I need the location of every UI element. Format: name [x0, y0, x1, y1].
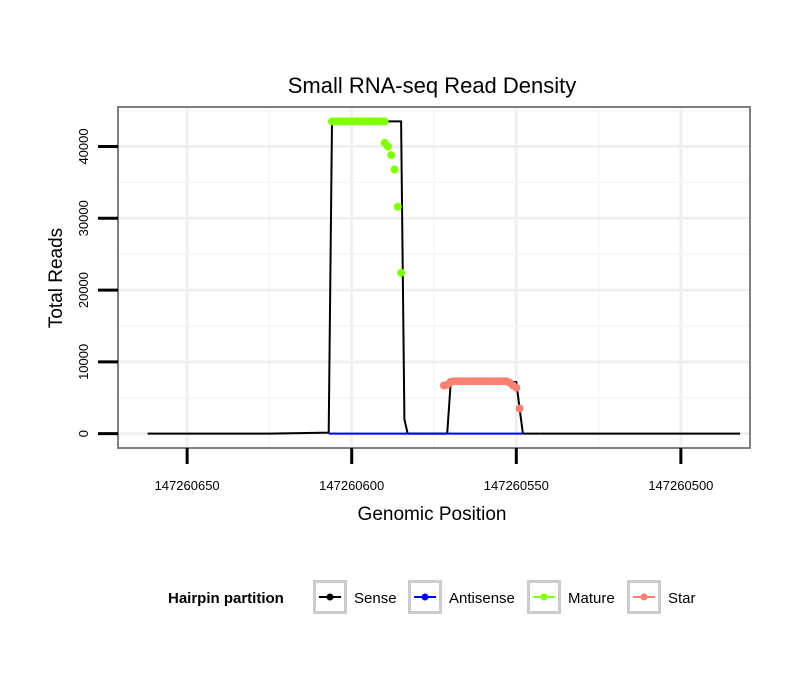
x-tick-label: 147260650 — [155, 478, 220, 493]
y-tick-label: 0 — [76, 430, 91, 437]
legend-key-dot — [540, 593, 548, 601]
data-point-mature — [397, 268, 406, 277]
y-axis-title: Total Reads — [46, 228, 67, 328]
x-tick-label: 147260600 — [319, 478, 384, 493]
data-point-mature — [383, 142, 392, 151]
x-axis-title: Genomic Position — [358, 504, 507, 525]
data-point-star — [512, 383, 521, 392]
y-tick-label: 40000 — [76, 128, 91, 164]
data-point-mature — [390, 165, 399, 174]
data-point-mature — [393, 202, 402, 211]
legend-label-antisense: Antisense — [449, 590, 515, 607]
plot-area: 147260650 147260600 147260550 147260500 0 100… — [76, 106, 751, 493]
legend-title: Hairpin partition — [168, 590, 284, 607]
plot-border — [117, 106, 751, 449]
legend: Hairpin partition Sense Antisense Mature St… — [168, 580, 696, 614]
legend-label-mature: Mature — [568, 590, 615, 607]
legend-key-dot — [421, 593, 429, 601]
legend-key-dot — [326, 593, 334, 601]
chart-title: Small RNA-seq Read Density — [288, 73, 577, 98]
legend-key-dot — [640, 593, 648, 601]
data-point-star — [515, 404, 524, 413]
data-point-mature — [387, 151, 396, 160]
x-tick-label: 147260550 — [484, 478, 549, 493]
y-tick-label: 10000 — [76, 344, 91, 380]
y-tick-label: 30000 — [76, 200, 91, 236]
legend-label-sense: Sense — [354, 590, 397, 607]
y-tick-label: 20000 — [76, 272, 91, 308]
legend-label-star: Star — [668, 590, 696, 607]
data-point-mature — [380, 117, 389, 126]
x-tick-label: 147260500 — [648, 478, 713, 493]
